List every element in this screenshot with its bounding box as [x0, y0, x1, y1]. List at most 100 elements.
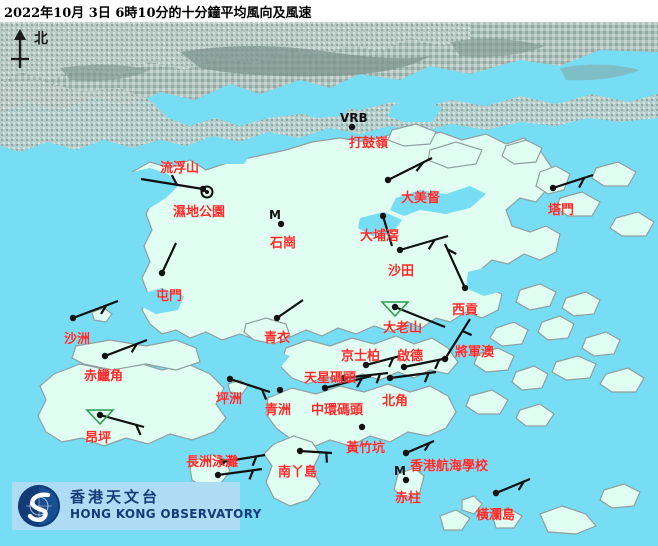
wind-shaft: [552, 173, 594, 190]
strong-wind-triangle-icon: [380, 301, 410, 318]
station-dot-icon: [218, 458, 226, 466]
station-label: 天星碼頭: [304, 371, 357, 386]
station-dot-icon: [492, 489, 500, 497]
station-tag: M: [394, 464, 406, 478]
hko-name-zh: 香港天文台: [70, 488, 161, 506]
station-marker[interactable]: [386, 370, 437, 383]
station-marker[interactable]: [384, 157, 433, 184]
station-marker[interactable]: [276, 386, 284, 394]
wind-shaft: [217, 467, 263, 477]
wind-barb: [423, 442, 431, 452]
station-marker[interactable]: [218, 453, 266, 467]
station-label: 昂坪: [85, 431, 112, 446]
station-dot-icon: [384, 176, 392, 184]
station-marker[interactable]: [549, 173, 594, 192]
wind-shaft: [140, 177, 204, 191]
station-dot-icon: [441, 355, 449, 363]
hko-emblem-icon: [18, 485, 60, 527]
wind-shaft: [365, 354, 401, 367]
station-marker[interactable]: [340, 371, 389, 384]
wind-barb: [415, 161, 425, 172]
station-label: 香港航海學校: [410, 459, 489, 474]
station-marker[interactable]: [226, 375, 271, 401]
map-geography: [0, 22, 658, 546]
station-marker[interactable]: [296, 447, 333, 463]
station-marker[interactable]: [402, 439, 435, 457]
station-marker[interactable]: [492, 477, 531, 497]
station-dot-icon: [402, 476, 410, 484]
station-dot-icon: [276, 386, 284, 394]
station-dot-icon: [205, 190, 209, 194]
station-marker[interactable]: [101, 338, 148, 360]
station-marker[interactable]: [362, 354, 401, 369]
station-tag: M: [269, 208, 281, 222]
station-dot-icon: [379, 212, 387, 220]
wind-barb: [170, 174, 178, 186]
station-dot-icon: [277, 220, 285, 228]
station-marker[interactable]: [400, 356, 449, 371]
station-symbol-layer: [69, 123, 594, 497]
station-marker[interactable]: [214, 467, 263, 480]
station-dot-icon: [400, 363, 408, 371]
station-dot-icon: [214, 471, 222, 479]
station-label: 大埔滘: [360, 229, 400, 244]
title-bar: 2022年10月 3日 6時10分的十分鐘平均風向及風速: [0, 0, 658, 22]
station-label: 沙洲: [64, 332, 91, 347]
station-marker[interactable]: [379, 212, 394, 247]
station-label: 石崗: [270, 236, 297, 251]
station-label: 橫瀾島: [476, 508, 516, 523]
station-dot-icon: [396, 246, 404, 254]
wind-shaft: [403, 356, 449, 369]
wind-barb: [356, 377, 363, 388]
station-marker[interactable]: [85, 409, 145, 436]
wind-shaft: [394, 305, 446, 329]
station-marker[interactable]: [380, 301, 446, 329]
map-canvas[interactable]: 北 打鼓嶺 VRB 流浮山 濕地公園 石崗 M 塔門 大美督 大埔滘 沙田 西貢 大老山 屯門 沙洲 赤鱲角…: [0, 22, 658, 546]
hko-logo: 香港天文台 HONG KONG OBSERVATORY: [12, 482, 261, 530]
station-marker[interactable]: [396, 234, 449, 254]
station-marker[interactable]: [200, 185, 214, 199]
station-dot-icon: [273, 314, 281, 322]
station-marker[interactable]: [402, 476, 410, 484]
station-dot-icon: [386, 374, 394, 382]
station-dot-icon: [348, 123, 356, 131]
station-marker[interactable]: [443, 243, 469, 292]
wind-barb: [260, 388, 268, 401]
north-arrow-icon: 北: [6, 26, 58, 72]
wind-shaft: [221, 453, 266, 464]
wind-shaft: [343, 371, 389, 380]
station-label: 將軍澳: [455, 345, 495, 360]
strong-wind-triangle-icon: [85, 409, 115, 426]
wind-barb: [100, 304, 108, 315]
station-marker[interactable]: [321, 374, 372, 392]
station-label: 長洲泳灘: [186, 455, 239, 470]
wind-barb: [375, 373, 382, 384]
wind-barb: [427, 239, 436, 250]
station-marker[interactable]: [158, 242, 177, 277]
station-label: 青衣: [264, 331, 291, 346]
wind-shaft: [161, 242, 177, 274]
wind-shaft: [495, 477, 531, 495]
station-label: 濕地公園: [173, 205, 226, 220]
station-dot-icon: [296, 447, 304, 455]
wind-barb: [446, 248, 457, 255]
station-label: 塔門: [548, 203, 575, 218]
station-label: 西貢: [452, 303, 479, 318]
station-dot-icon: [340, 374, 348, 382]
station-marker[interactable]: [441, 318, 473, 363]
wind-barb: [388, 357, 395, 368]
station-marker[interactable]: [273, 299, 304, 322]
wind-shaft: [443, 243, 467, 289]
station-label: 北角: [382, 394, 409, 409]
station-marker[interactable]: [358, 423, 366, 431]
wind-barb: [462, 329, 473, 337]
wind-barb: [135, 424, 142, 436]
station-dot-icon: [391, 303, 399, 311]
wind-shaft: [387, 157, 433, 181]
station-marker[interactable]: [277, 220, 285, 228]
station-marker[interactable]: [348, 123, 356, 131]
station-marker[interactable]: [69, 299, 119, 322]
station-label: 流浮山: [160, 161, 200, 176]
station-label: 赤柱: [395, 491, 422, 506]
